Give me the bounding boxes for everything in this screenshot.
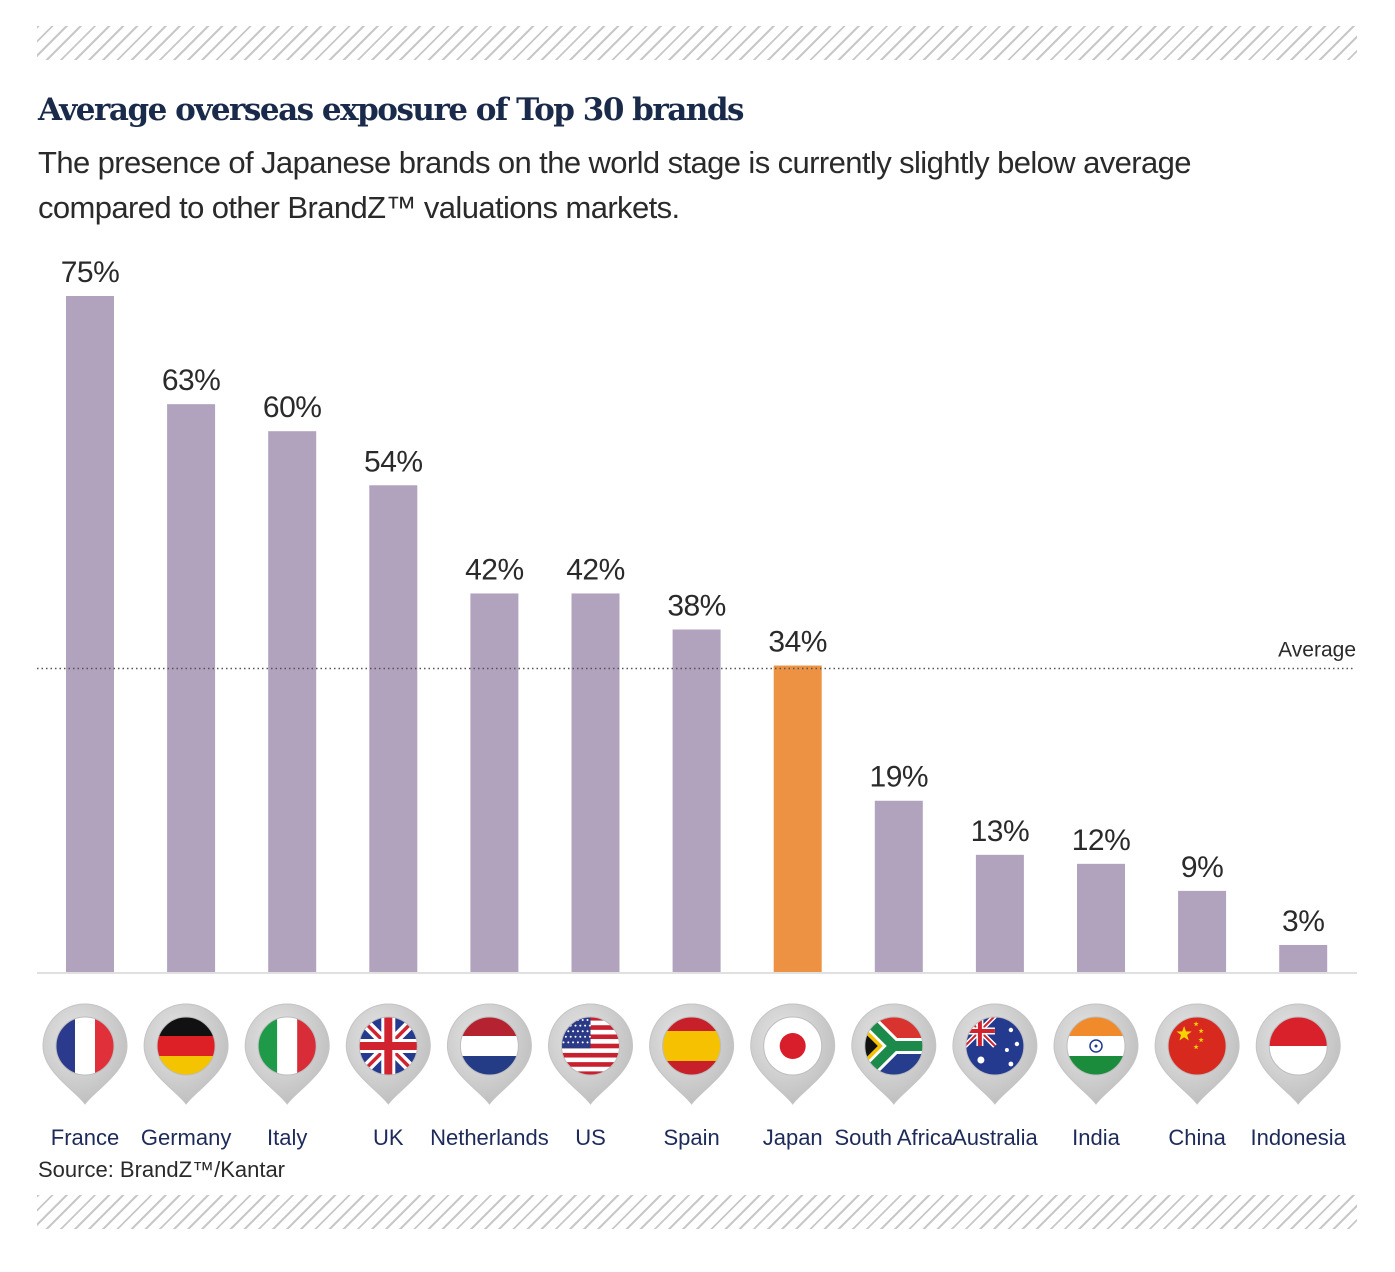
bar-us <box>571 593 620 972</box>
bar-italy <box>268 431 317 972</box>
category-label-south-africa: South Africa <box>834 1125 953 1150</box>
spain-flag-icon <box>649 1003 735 1105</box>
value-label-indonesia: 3% <box>1282 905 1324 938</box>
chart-subtitle: The presence of Japanese brands on the w… <box>38 145 1192 225</box>
bar-japan <box>773 665 822 972</box>
value-label-australia: 13% <box>971 815 1030 848</box>
category-label-japan: Japan <box>763 1125 823 1150</box>
value-label-uk: 54% <box>364 445 423 478</box>
bar-australia <box>975 854 1024 972</box>
value-label-france: 75% <box>61 256 120 289</box>
us-flag-icon <box>547 1003 634 1105</box>
category-label-netherlands: Netherlands <box>430 1125 549 1150</box>
category-label-france: France <box>51 1125 119 1150</box>
top-hatch-divider <box>37 26 1357 60</box>
uk-flag-icon <box>345 1003 431 1105</box>
chart-title: Average overseas exposure of Top 30 bran… <box>38 92 744 128</box>
bar-spain <box>672 629 721 972</box>
category-label-spain: Spain <box>663 1125 719 1150</box>
south-africa-flag-icon <box>851 1003 937 1105</box>
germany-flag-icon <box>143 1003 229 1105</box>
average-label: Average <box>1278 639 1356 662</box>
value-label-south-africa: 19% <box>870 761 929 794</box>
category-label-india: India <box>1072 1125 1120 1150</box>
category-label-us: US <box>575 1125 606 1150</box>
category-label-germany: Germany <box>141 1125 231 1150</box>
category-label-indonesia: Indonesia <box>1250 1125 1346 1150</box>
source-note: Source: BrandZ™/Kantar <box>38 1157 286 1182</box>
france-flag-icon <box>42 1003 128 1105</box>
value-label-us: 42% <box>566 553 625 586</box>
india-flag-icon <box>1053 1003 1139 1105</box>
bar-india <box>1077 863 1125 972</box>
category-label-uk: UK <box>373 1125 404 1150</box>
category-label-australia: Australia <box>952 1125 1038 1150</box>
value-label-germany: 63% <box>162 364 221 397</box>
bar-france <box>66 296 114 972</box>
value-label-japan: 34% <box>768 626 827 659</box>
bottom-hatch-divider <box>37 1195 1357 1229</box>
bar-china <box>1178 890 1227 972</box>
value-label-italy: 60% <box>263 391 322 424</box>
bar-netherlands <box>470 593 519 972</box>
indonesia-flag-icon <box>1255 1003 1341 1105</box>
category-label-italy: Italy <box>267 1125 307 1150</box>
value-label-spain: 38% <box>667 589 726 622</box>
value-label-india: 12% <box>1072 824 1131 857</box>
bar-south-africa <box>874 800 923 972</box>
australia-flag-icon <box>952 1003 1038 1105</box>
bar-germany <box>167 404 216 972</box>
italy-flag-icon <box>244 1003 330 1105</box>
bar-uk <box>369 485 418 972</box>
netherlands-flag-icon <box>446 1003 532 1105</box>
bar-indonesia <box>1279 944 1328 972</box>
category-label-china: China <box>1168 1125 1226 1150</box>
value-label-netherlands: 42% <box>465 553 524 586</box>
china-flag-icon <box>1154 1003 1240 1105</box>
value-label-china: 9% <box>1181 851 1223 884</box>
japan-flag-icon <box>750 1003 836 1105</box>
